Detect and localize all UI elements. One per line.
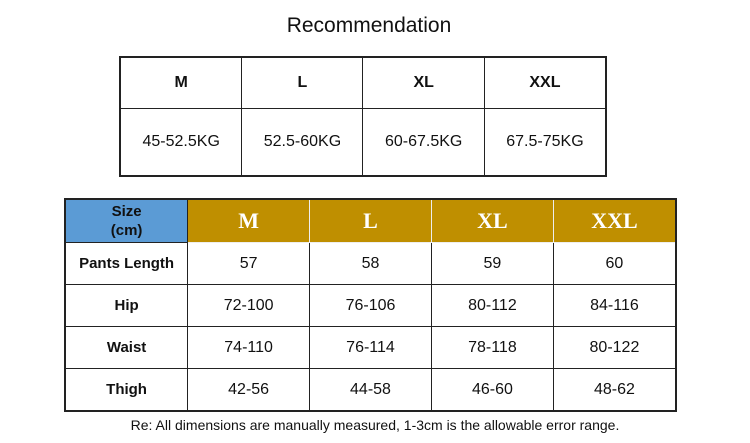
cell: 48-62 <box>552 368 677 412</box>
weight-cell: 52.5-60KG <box>241 108 364 177</box>
size-cell: XXL <box>483 56 607 109</box>
row-label: Pants Length <box>64 242 189 285</box>
cell: 59 <box>430 242 554 285</box>
header-row: Size (cm) M L XL XXL <box>64 198 677 243</box>
cell: 80-122 <box>552 326 677 369</box>
size-cell: M <box>119 56 243 109</box>
corner-label: Size (cm) <box>64 198 189 243</box>
cell: 76-114 <box>309 326 432 369</box>
corner-label-line2: (cm) <box>110 222 143 239</box>
cell: 74-110 <box>187 326 311 369</box>
row-label: Hip <box>64 284 189 327</box>
table-row: Waist 74-110 76-114 78-118 80-122 <box>64 326 677 369</box>
recommendation-table: M L XL XXL 45-52.5KG 52.5-60KG 60-67.5KG… <box>119 56 607 177</box>
cell: 57 <box>187 242 311 285</box>
weight-cell: 67.5-75KG <box>483 108 607 177</box>
row-label: Waist <box>64 326 189 369</box>
weight-row: 45-52.5KG 52.5-60KG 60-67.5KG 67.5-75KG <box>119 108 607 177</box>
size-row: M L XL XXL <box>119 56 607 109</box>
cell: 44-58 <box>309 368 432 412</box>
header-size: XL <box>430 198 554 243</box>
cell: 76-106 <box>309 284 432 327</box>
table-row: Thigh 42-56 44-58 46-60 48-62 <box>64 368 677 412</box>
cell: 78-118 <box>430 326 554 369</box>
table-row: Hip 72-100 76-106 80-112 84-116 <box>64 284 677 327</box>
header-size: XXL <box>552 198 677 243</box>
recommendation-title: Recommendation <box>286 14 452 37</box>
row-label: Thigh <box>64 368 189 412</box>
measurement-note: Re: All dimensions are manually measured… <box>130 417 620 433</box>
cell: 46-60 <box>430 368 554 412</box>
size-chart-table: Size (cm) M L XL XXL Pants Length 57 58 5… <box>64 198 677 412</box>
weight-cell: 45-52.5KG <box>119 108 243 177</box>
header-size: M <box>187 198 311 243</box>
cell: 60 <box>552 242 677 285</box>
table-row: Pants Length 57 58 59 60 <box>64 242 677 285</box>
size-cell: L <box>241 56 364 109</box>
cell: 72-100 <box>187 284 311 327</box>
cell: 84-116 <box>552 284 677 327</box>
cell: 42-56 <box>187 368 311 412</box>
cell: 58 <box>309 242 432 285</box>
size-cell: XL <box>362 56 485 109</box>
cell: 80-112 <box>430 284 554 327</box>
weight-cell: 60-67.5KG <box>362 108 485 177</box>
corner-label-line1: Size <box>111 203 142 220</box>
header-size: L <box>309 198 432 243</box>
